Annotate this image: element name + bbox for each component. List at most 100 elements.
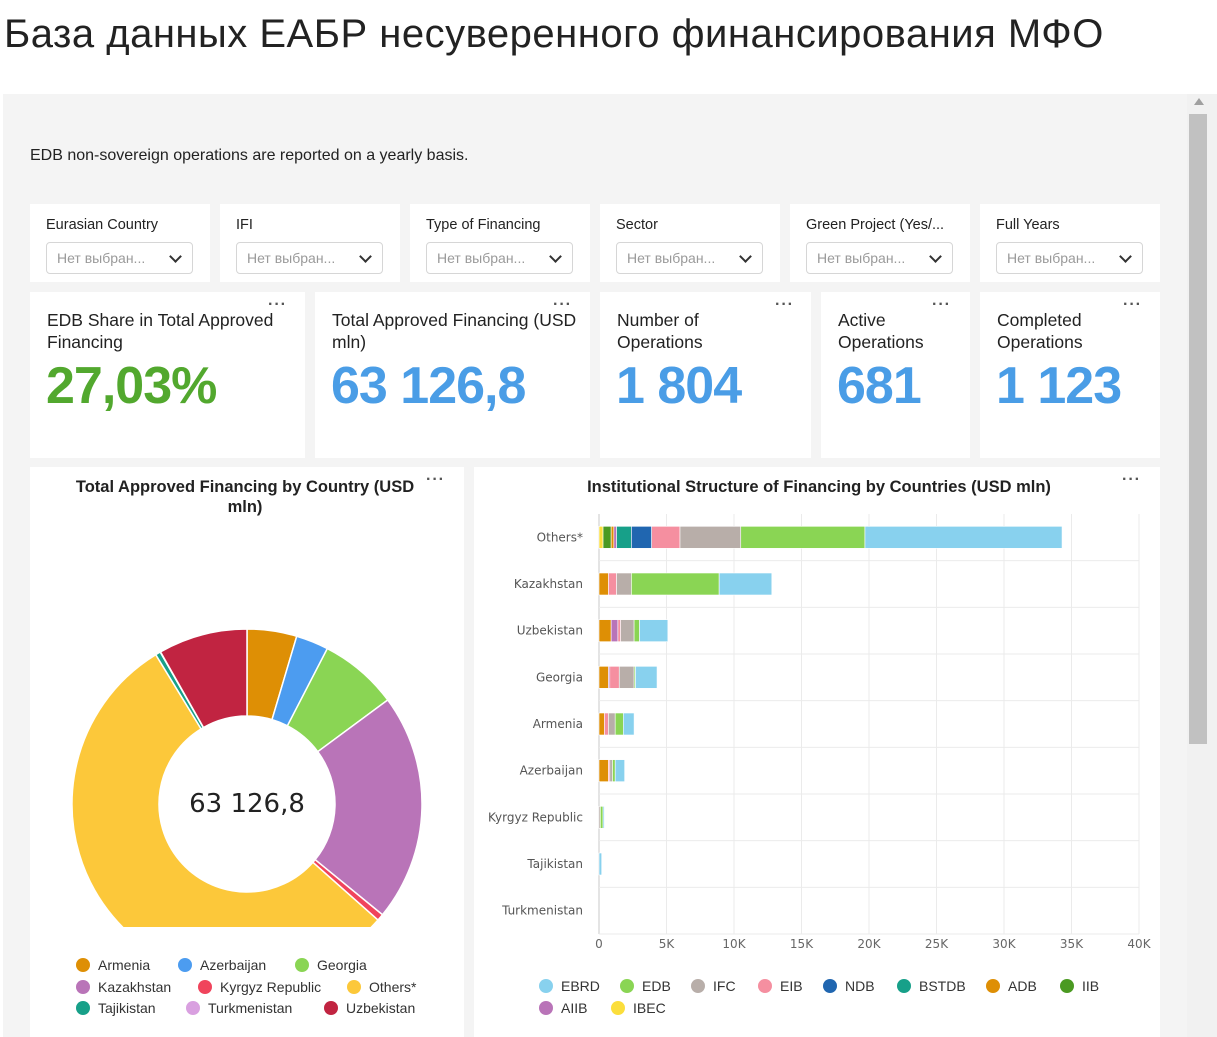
x-tick-label: 35K xyxy=(1060,937,1084,951)
widget-menu-button[interactable]: ··· xyxy=(1122,471,1141,488)
legend-item-ndb[interactable]: NDB xyxy=(823,978,875,994)
legend-item-azerbaijan[interactable]: Azerbaijan xyxy=(178,957,266,973)
bar-segment-uzbekistan-edb[interactable] xyxy=(633,619,640,642)
legend-item-tajikistan[interactable]: Tajikistan xyxy=(76,1000,156,1016)
green-project-select[interactable]: Нет выбран... xyxy=(806,242,953,274)
bar-segment-kazakhstan-ifc[interactable] xyxy=(616,572,632,596)
bar-segment-armenia-edb[interactable] xyxy=(614,712,624,736)
legend-swatch xyxy=(76,958,90,972)
legend-item-adb[interactable]: ADB xyxy=(986,978,1037,994)
bar-segment-armenia-ifc[interactable] xyxy=(608,712,616,736)
bar-segment-tajikistan-ebrd[interactable] xyxy=(598,852,603,876)
legend-item-ibec[interactable]: IBEC xyxy=(611,1000,666,1016)
bar-segment-georgia-ifc[interactable] xyxy=(618,666,635,689)
bar-segment-azerbaijan-ifc[interactable] xyxy=(609,759,613,782)
x-tick-label: 40K xyxy=(1127,937,1151,951)
sector-select[interactable]: Нет выбран... xyxy=(616,242,763,274)
bar-segment-georgia-adb[interactable] xyxy=(598,666,609,689)
widget-menu-button[interactable]: ··· xyxy=(268,296,287,313)
legend-swatch xyxy=(691,979,705,993)
legend-item-aiib[interactable]: AIIB xyxy=(539,1000,587,1016)
x-tick-label: 15K xyxy=(790,937,814,951)
filter-ifi: IFI Нет выбран... xyxy=(220,204,400,282)
kpi-value: 681 xyxy=(837,357,922,415)
donut-slice-uzbekistan[interactable] xyxy=(159,628,248,729)
ifi-select[interactable]: Нет выбран... xyxy=(236,242,383,274)
vertical-scrollbar[interactable] xyxy=(1187,94,1217,1037)
y-category-label: Georgia xyxy=(536,670,583,684)
kpi-value: 27,03% xyxy=(46,357,217,415)
bar-segment-georgia-eib[interactable] xyxy=(609,666,620,689)
bar-segment-uzbekistan-ebrd[interactable] xyxy=(639,619,669,642)
legend-item-others[interactable]: Others* xyxy=(347,979,416,995)
legend-item-turkmenistan[interactable]: Turkmenistan xyxy=(186,1000,292,1016)
bar-segment-azerbaijan-edb[interactable] xyxy=(612,759,616,782)
full-years-select[interactable]: Нет выбран... xyxy=(996,242,1143,274)
bar-segment-others-bstdb[interactable] xyxy=(616,526,632,549)
eurasian-country-select[interactable]: Нет выбран... xyxy=(46,242,193,274)
legend-item-bstdb[interactable]: BSTDB xyxy=(897,978,966,994)
dashboard-subtitle: EDB non-sovereign operations are reporte… xyxy=(30,147,469,164)
bar-segment-others-edb[interactable] xyxy=(740,526,866,549)
legend-swatch xyxy=(758,979,772,993)
bar-segment-uzbekistan-eib[interactable] xyxy=(617,619,621,642)
bar-segment-georgia-ebrd[interactable] xyxy=(635,666,658,689)
widget-menu-button[interactable]: ··· xyxy=(426,471,445,488)
donut-slice-kazakhstan[interactable] xyxy=(314,698,423,916)
legend-item-iib[interactable]: IIB xyxy=(1060,978,1099,994)
legend-item-edb[interactable]: EDB xyxy=(620,978,671,994)
bar-segment-kazakhstan-adb[interactable] xyxy=(598,572,609,596)
bar-segment-others-iib[interactable] xyxy=(602,526,612,549)
bar-legend: EBRD EDB IFC EIB NDB BSTDB ADB IIB AIIB … xyxy=(474,972,1160,1022)
bar-segment-others-ibec[interactable] xyxy=(598,526,604,549)
legend-item-kazakhstan[interactable]: Kazakhstan xyxy=(76,979,171,995)
bar-segment-kazakhstan-edb[interactable] xyxy=(631,572,720,596)
donut-slice-others[interactable] xyxy=(71,653,380,927)
bar-segment-uzbekistan-ifc[interactable] xyxy=(620,619,635,642)
legend-item-armenia[interactable]: Armenia xyxy=(76,957,150,973)
bar-segment-kazakhstan-eib[interactable] xyxy=(608,572,617,596)
bar-segment-azerbaijan-adb[interactable] xyxy=(598,759,609,782)
bar-segment-uzbekistan-adb[interactable] xyxy=(598,619,612,642)
bar-segment-armenia-ebrd[interactable] xyxy=(623,712,635,736)
widget-menu-button[interactable]: ··· xyxy=(553,296,572,313)
legend-label: NDB xyxy=(845,978,875,994)
bar-segment-kyrgyz-republic-edb[interactable] xyxy=(600,806,604,829)
legend-swatch xyxy=(76,980,90,994)
bar-segment-armenia-adb[interactable] xyxy=(598,712,605,736)
legend-label: Turkmenistan xyxy=(208,1000,293,1016)
widget-menu-button[interactable]: ··· xyxy=(1123,296,1142,313)
bar-chart-title: Institutional Structure of Financing by … xyxy=(587,478,1051,496)
bar-segment-kyrgyz-republic-ebrd[interactable] xyxy=(602,806,605,829)
type-of-financing-select[interactable]: Нет выбран... xyxy=(426,242,573,274)
bar-segment-uzbekistan-aiib[interactable] xyxy=(610,619,619,642)
bar-segment-others-ebrd[interactable] xyxy=(864,526,1063,549)
widget-menu-button[interactable]: ··· xyxy=(775,296,794,313)
filter-eurasian-country: Eurasian Country Нет выбран... xyxy=(30,204,210,282)
bar-segment-kazakhstan-ebrd[interactable] xyxy=(718,572,773,596)
x-tick-label: 20K xyxy=(857,937,881,951)
legend-item-eib[interactable]: EIB xyxy=(758,978,803,994)
bar-segment-others-eib[interactable] xyxy=(651,526,681,549)
legend-item-uzbekistan[interactable]: Uzbekistan xyxy=(324,1000,415,1016)
scroll-up-arrow-icon[interactable] xyxy=(1194,98,1204,105)
legend-item-ifc[interactable]: IFC xyxy=(691,978,736,994)
legend-label: IFC xyxy=(713,978,736,994)
chevron-down-icon xyxy=(929,250,942,263)
bar-segment-armenia-eib[interactable] xyxy=(604,712,609,736)
legend-swatch xyxy=(539,1001,553,1015)
legend-item-ebrd[interactable]: EBRD xyxy=(539,978,600,994)
bar-segment-azerbaijan-ebrd[interactable] xyxy=(614,759,625,782)
bar-segment-others-adb[interactable] xyxy=(610,526,615,549)
legend-item-georgia[interactable]: Georgia xyxy=(295,957,367,973)
select-placeholder: Нет выбран... xyxy=(57,250,146,266)
kpi-total-approved-financing: ··· Total Approved Financing (USD mln) 6… xyxy=(315,292,590,458)
widget-menu-button[interactable]: ··· xyxy=(932,296,951,313)
legend-item-kyrgyz-republic[interactable]: Kyrgyz Republic xyxy=(198,979,321,995)
filter-sector: Sector Нет выбран... xyxy=(600,204,780,282)
scrollbar-thumb[interactable] xyxy=(1189,114,1207,744)
bar-segment-others-ndb[interactable] xyxy=(631,526,652,549)
select-placeholder: Нет выбран... xyxy=(1007,250,1096,266)
bar-segment-others-aiib[interactable] xyxy=(613,526,617,549)
bar-segment-others-ifc[interactable] xyxy=(679,526,742,549)
